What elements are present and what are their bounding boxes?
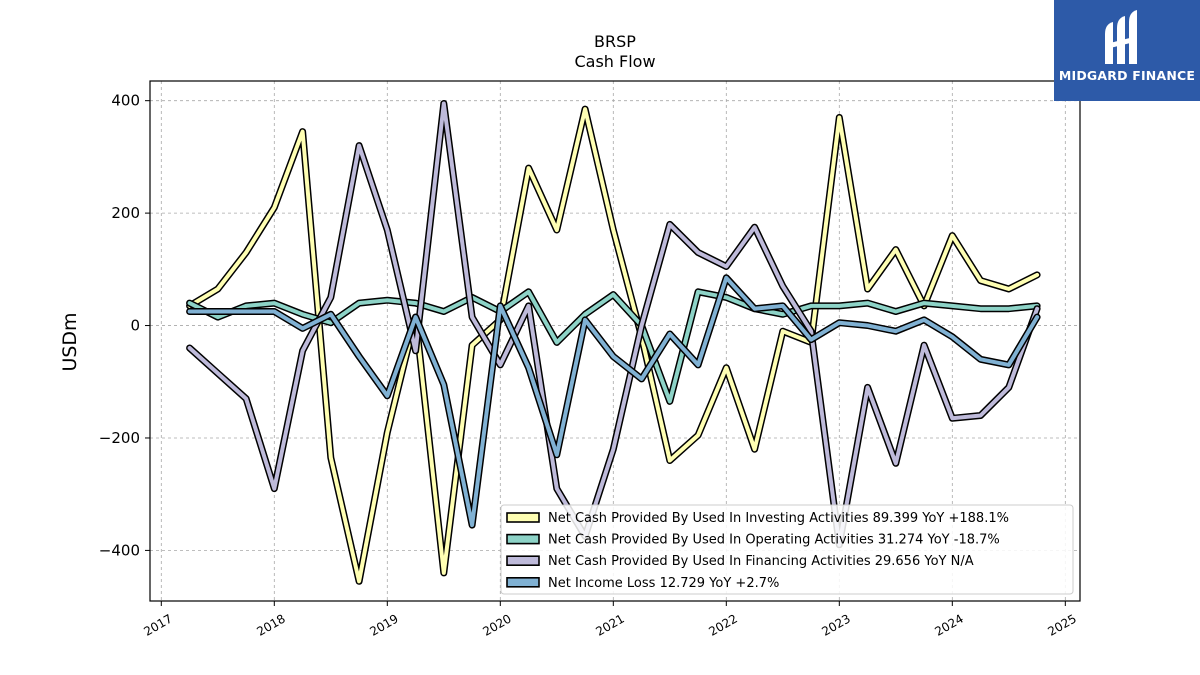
legend-swatch [506,512,540,523]
legend-label: Net Income Loss 12.729 YoY +2.7% [548,576,779,591]
series-line [187,101,1040,547]
y-tick-label: −400 [99,541,140,559]
legend-item: Net Cash Provided By Used In Investing A… [506,511,1009,526]
legend-swatch [506,533,540,545]
brand-name: MIDGARD FINANCE [1058,68,1196,83]
x-tick-label: 2019 [367,611,400,638]
y-tick-label: 400 [111,92,140,110]
x-tick-label: 2025 [1045,611,1078,638]
series-4 [186,274,1041,529]
legend-label: Net Cash Provided By Used In Financing A… [548,554,974,569]
y-tick-label: 200 [111,204,140,222]
legend-swatch [506,555,540,567]
x-tick-label: 2024 [932,611,965,638]
brand-logo-icon [1105,10,1137,64]
x-tick-label: 2018 [254,611,287,638]
y-axis-label: USDm [59,312,81,371]
plot-area-frame [149,80,1081,602]
chart-title: BRSP [594,32,636,51]
series-3 [186,100,1041,549]
x-tick-label: 2020 [480,611,513,638]
series-line [187,107,1040,584]
legend-swatch [506,576,540,588]
legend-item: Net Income Loss 12.729 YoY +2.7% [506,576,779,591]
chart-subtitle: Cash Flow [574,52,655,71]
series-1 [186,105,1041,585]
legend-box [500,504,1074,595]
legend-item: Net Cash Provided By Used In Financing A… [506,554,974,569]
y-tick-label: −200 [99,429,140,447]
legend-label: Net Cash Provided By Used In Operating A… [548,533,1000,548]
chart-title-group: BRSP Cash Flow [574,32,655,71]
series-line [187,275,1040,528]
y-tick-label: 0 [130,317,140,335]
series-2 [186,288,1041,405]
x-tick-label: 2021 [593,611,626,638]
legend-label: Net Cash Provided By Used In Investing A… [548,511,1009,526]
x-tick-label: 2017 [141,611,174,638]
x-tick-label: 2023 [819,611,852,638]
legend-item: Net Cash Provided By Used In Operating A… [506,533,1000,548]
brand-logo: MIDGARD FINANCE [1054,0,1200,101]
legend: Net Cash Provided By Used In Investing A… [500,504,1074,595]
series-line [187,289,1040,404]
x-tick-label: 2022 [706,611,739,638]
series-layer [186,100,1041,585]
